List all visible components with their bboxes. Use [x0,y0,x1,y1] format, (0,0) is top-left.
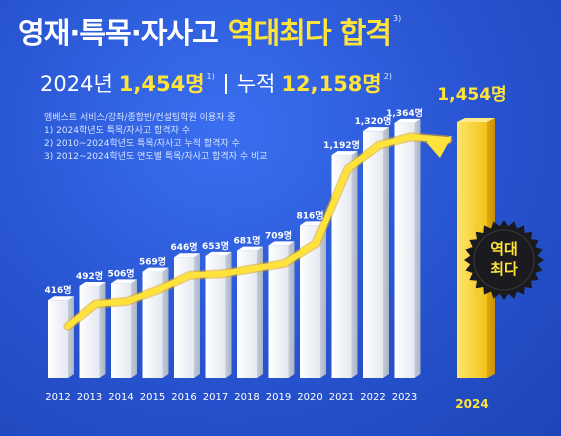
category-label: 2023 [392,392,417,403]
value-label: 1,320명 [355,115,392,127]
bar-front [331,155,352,378]
bar-front [111,283,131,378]
value-label: 646명 [170,241,197,253]
footnote-line: 2) 2010~2024학년도 특목/자사고 누적 합격자 수 [44,139,240,149]
bar-front [363,131,383,378]
page-title: 영재·특목·자사고 역대최다 합격 3) [18,10,402,50]
trend-arrow-line [65,133,451,330]
bar [174,253,200,378]
category-label: 2019 [266,392,291,403]
summary-cumulative-footnote-mark: 2) [383,72,392,81]
bar [237,246,263,378]
bar-side [162,267,169,378]
value-label: 653명 [202,240,229,252]
value-label: 492명 [76,270,103,282]
bar-side [414,118,421,378]
bar [363,127,389,378]
title-main: 영재·특목·자사고 [18,16,219,50]
summary-divider [224,74,227,94]
bar-top [205,251,232,256]
category-label: 2016 [171,392,196,403]
badge-starburst-shape [464,220,544,300]
footnote-line: 엠베스트 서비스/강좌/종합반/컨설팅학원 이용자 중 [44,113,236,123]
bar-top [268,241,295,246]
bar [205,251,232,378]
category-label-highlight: 2024 [455,397,488,411]
title-highlight: 역대최다 합격 [227,16,392,50]
bar-top [394,118,421,123]
badge-starburst-icon [464,220,544,300]
bar-side [257,246,263,378]
bar-front [205,255,226,378]
bar [111,279,137,378]
bar-top [79,281,106,286]
category-label: 2018 [234,392,259,403]
bar-side [225,251,232,378]
category-label: 2020 [297,392,322,403]
bar-top [48,296,74,301]
value-label: 816명 [296,209,323,221]
bar-side [68,296,74,378]
trend-arrow-head-icon [426,136,452,158]
value-label: 1,364명 [386,107,423,119]
summary-line: 2024년 1,454명 1) 누적 12,158명 2) [40,68,392,98]
value-label: 709명 [265,229,292,241]
bar-top [363,127,389,132]
badge-text: 역대 최다 [463,239,545,279]
value-label: 416명 [44,284,71,296]
category-label: 2022 [360,392,385,403]
bar-top [457,118,495,122]
value-label: 1,192명 [323,139,360,151]
bar [300,221,326,378]
category-label: 2017 [203,392,228,403]
bar-top [331,151,358,156]
summary-year-count: 1,454명 [118,72,205,96]
bar-top [237,246,263,251]
bar [79,281,106,378]
value-label: 506명 [107,267,134,279]
summary-cumulative-count: 12,158명 [281,72,382,96]
title-footnote-mark: 3) [392,14,402,23]
bar [268,241,295,378]
bar-front [48,300,68,378]
value-label: 681명 [233,235,260,247]
category-label: 2013 [77,392,102,403]
category-label: 2012 [45,392,70,403]
summary-cumulative-label: 누적 [236,72,276,96]
bar-side [351,151,358,378]
bar-front [174,257,194,378]
footnote-line: 1) 2024학년도 특목/자사고 합격자 수 [44,126,190,136]
bar-front [237,250,257,378]
bar-side [99,281,106,378]
badge-line-1: 역대 [490,240,518,258]
summary-year-label: 2024년 [40,72,113,96]
value-label-highlight: 1,454명 [437,85,506,105]
summary-year-footnote-mark: 1) [206,72,215,81]
bar-side [383,127,389,378]
footnotes: 엠베스트 서비스/강좌/종합반/컨설팅학원 이용자 중 1) 2024학년도 특… [44,112,268,164]
bar-side [288,241,295,378]
bar [394,118,421,378]
badge-inner-ring [473,229,535,291]
bar-top [174,253,200,258]
bar [331,151,358,378]
footnote-line: 3) 2012~2024학년도 연도별 특목/자사고 합격자 수 비교 [44,152,268,162]
record-badge: 역대 최다 [463,219,545,301]
value-label: 569명 [139,256,166,268]
bar-front [268,245,289,378]
bar-side [194,253,200,378]
category-label: 2015 [140,392,165,403]
badge-line-2: 최다 [490,260,518,278]
category-label: 2021 [329,392,354,403]
bar-side [320,221,326,378]
bar-top [142,267,169,272]
bar-top [111,279,137,284]
bar-front [394,122,415,378]
category-label: 2014 [108,392,133,403]
bar-front [300,225,320,378]
bar [48,296,74,378]
